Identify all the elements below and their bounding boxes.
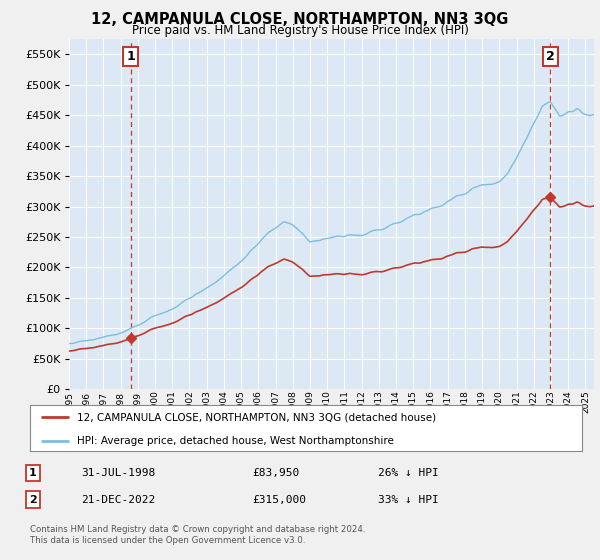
Text: Contains HM Land Registry data © Crown copyright and database right 2024.
This d: Contains HM Land Registry data © Crown c… — [30, 525, 365, 545]
Text: 2: 2 — [546, 50, 555, 63]
Text: £83,950: £83,950 — [252, 468, 299, 478]
Text: 33% ↓ HPI: 33% ↓ HPI — [378, 494, 439, 505]
Text: 1: 1 — [29, 468, 37, 478]
Text: 1: 1 — [126, 50, 135, 63]
Text: £315,000: £315,000 — [252, 494, 306, 505]
Text: 21-DEC-2022: 21-DEC-2022 — [81, 494, 155, 505]
Text: 12, CAMPANULA CLOSE, NORTHAMPTON, NN3 3QG (detached house): 12, CAMPANULA CLOSE, NORTHAMPTON, NN3 3Q… — [77, 412, 436, 422]
Text: HPI: Average price, detached house, West Northamptonshire: HPI: Average price, detached house, West… — [77, 436, 394, 446]
Text: 12, CAMPANULA CLOSE, NORTHAMPTON, NN3 3QG: 12, CAMPANULA CLOSE, NORTHAMPTON, NN3 3Q… — [91, 12, 509, 27]
Text: 2: 2 — [29, 494, 37, 505]
Text: 31-JUL-1998: 31-JUL-1998 — [81, 468, 155, 478]
Text: 26% ↓ HPI: 26% ↓ HPI — [378, 468, 439, 478]
Text: Price paid vs. HM Land Registry's House Price Index (HPI): Price paid vs. HM Land Registry's House … — [131, 24, 469, 36]
